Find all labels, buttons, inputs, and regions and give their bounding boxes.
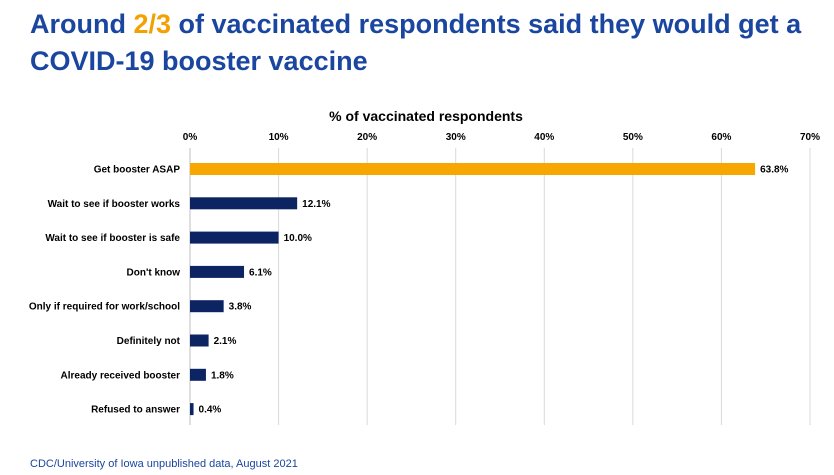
x-axis-ticks: 0% 10% 20% 30% 40% 50% 60% 70% bbox=[183, 132, 820, 143]
title-highlight: 2/3 bbox=[133, 9, 172, 39]
data-label: 63.8% bbox=[760, 165, 788, 176]
chart-title: Around 2/3 of vaccinated respondents sai… bbox=[30, 6, 820, 80]
bar bbox=[190, 231, 279, 244]
data-label: 3.8% bbox=[229, 302, 252, 313]
bar bbox=[190, 265, 245, 278]
category-label: Definitely not bbox=[117, 336, 181, 347]
title-prefix: Around bbox=[30, 9, 134, 39]
x-tick-label: 40% bbox=[534, 132, 554, 143]
x-tick-label: 30% bbox=[446, 132, 466, 143]
data-label: 10.0% bbox=[284, 233, 312, 244]
category-label: Wait to see if booster works bbox=[48, 199, 181, 210]
data-label: 6.1% bbox=[249, 267, 272, 278]
category-label: Only if required for work/school bbox=[29, 302, 180, 313]
x-tick-label: 10% bbox=[269, 132, 289, 143]
data-label: 2.1% bbox=[214, 336, 237, 347]
x-tick-label: 20% bbox=[357, 132, 377, 143]
category-label: Don't know bbox=[127, 267, 181, 278]
gridlines bbox=[189, 148, 811, 425]
category-label: Refused to answer bbox=[91, 405, 180, 416]
x-axis-title: % of vaccinated respondents bbox=[329, 108, 523, 124]
bar bbox=[190, 300, 224, 313]
bars: Get booster ASAP 63.8% Wait to see if boos… bbox=[29, 163, 789, 416]
title-suffix: of vaccinated respondents said they woul… bbox=[30, 9, 802, 76]
bar bbox=[190, 403, 194, 416]
x-tick-label: 50% bbox=[623, 132, 643, 143]
category-label: Already received booster bbox=[61, 370, 181, 381]
bar bbox=[190, 368, 206, 381]
category-label: Get booster ASAP bbox=[94, 165, 181, 176]
x-tick-label: 0% bbox=[183, 132, 198, 143]
bar bbox=[190, 163, 756, 175]
bar bbox=[190, 197, 298, 210]
data-label: 1.8% bbox=[211, 370, 234, 381]
data-label: 12.1% bbox=[302, 199, 330, 210]
x-tick-label: 60% bbox=[711, 132, 731, 143]
category-label: Wait to see if booster is safe bbox=[45, 233, 180, 244]
x-tick-label: 70% bbox=[800, 132, 820, 143]
data-label: 0.4% bbox=[199, 405, 222, 416]
source-note: CDC/University of Iowa unpublished data,… bbox=[30, 458, 298, 470]
bar bbox=[190, 334, 209, 347]
